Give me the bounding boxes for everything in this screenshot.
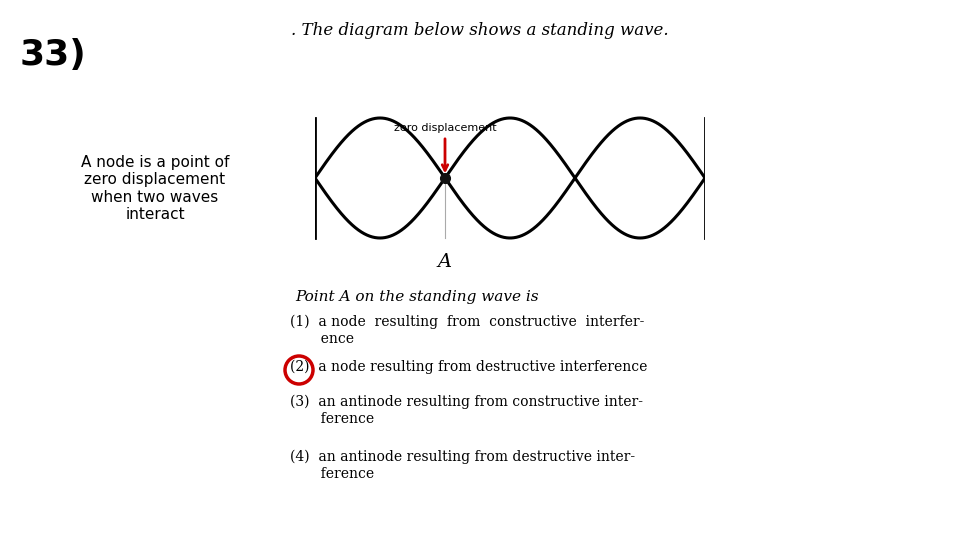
Text: (2)  a node resulting from destructive interference: (2) a node resulting from destructive in… [290,360,647,374]
Text: A: A [438,253,452,271]
Text: Point A on the standing wave is: Point A on the standing wave is [295,290,539,304]
Text: zero displacement: zero displacement [394,123,496,133]
Text: (4)  an antinode resulting from destructive inter-
       ference: (4) an antinode resulting from destructi… [290,450,636,481]
Text: A node is a point of
zero displacement
when two waves
interact: A node is a point of zero displacement w… [81,155,229,222]
Text: . The diagram below shows a standing wave.: . The diagram below shows a standing wav… [291,22,669,39]
Text: (1)  a node  resulting  from  constructive  interfer-
       ence: (1) a node resulting from constructive i… [290,315,644,346]
Text: (3)  an antinode resulting from constructive inter-
       ference: (3) an antinode resulting from construct… [290,395,643,426]
Text: 33): 33) [20,38,86,72]
